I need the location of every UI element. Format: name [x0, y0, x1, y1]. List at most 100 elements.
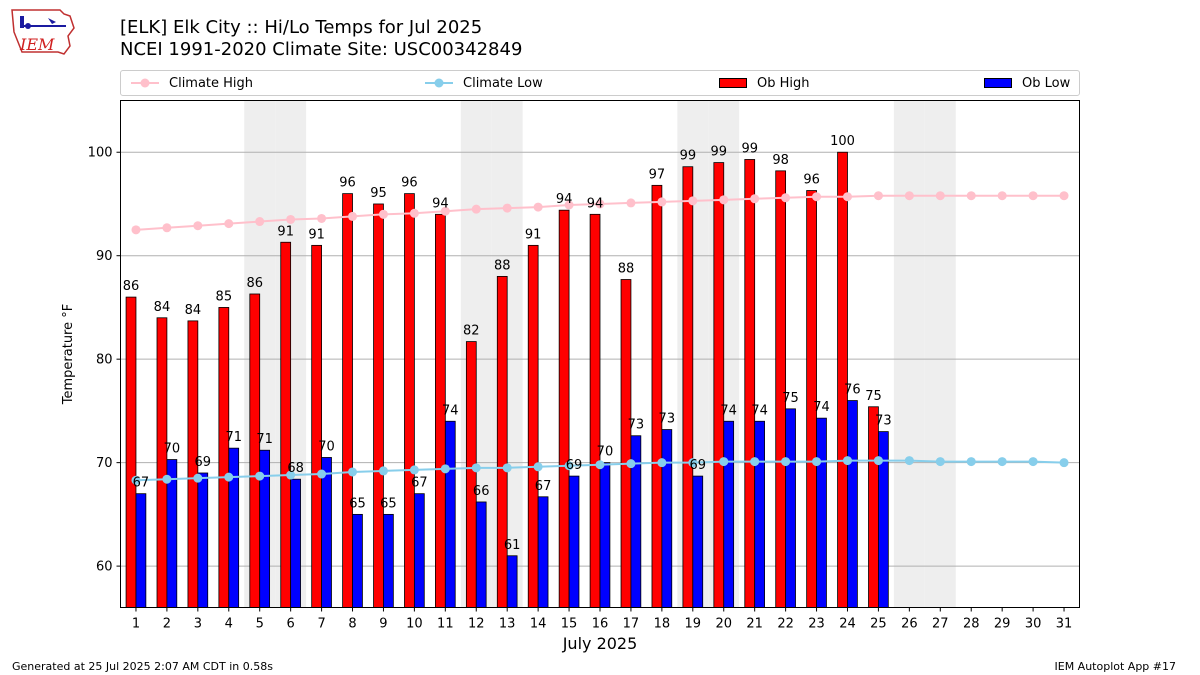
- x-tick-label: 24: [839, 617, 856, 632]
- climate-high-point: [750, 194, 760, 204]
- climate-low-point: [440, 464, 450, 474]
- ob-low-swatch-icon: [984, 78, 1012, 88]
- climate-low-point: [409, 465, 419, 475]
- ob-high-bar: [465, 341, 477, 608]
- ob-low-value-label: 66: [473, 484, 490, 499]
- ob-low-value-label: 73: [659, 412, 676, 427]
- climate-high-point: [1059, 191, 1069, 201]
- climate-high-point: [904, 191, 914, 201]
- x-tick-label: 11: [437, 617, 454, 632]
- ob-low-bar: [290, 478, 301, 608]
- weekend-shade: [924, 100, 956, 608]
- iem-logo: IEM: [11, 9, 75, 55]
- ob-low-bar: [599, 462, 611, 608]
- x-tick-label: 13: [499, 617, 516, 632]
- climate-low-point: [162, 474, 172, 484]
- climate-low-point: [348, 467, 358, 477]
- ob-low-value-label: 76: [844, 383, 861, 398]
- ob-low-bar: [661, 429, 673, 608]
- ob-low-value-label: 68: [287, 461, 304, 476]
- ob-low-bar: [413, 493, 425, 608]
- ob-high-value-label: 96: [339, 176, 356, 191]
- legend-ob-high: Ob High: [719, 71, 810, 95]
- chart-title-line2: NCEI 1991-2020 Climate Site: USC00342849: [120, 39, 523, 60]
- ob-high-bar: [527, 244, 539, 608]
- climate-high-point: [966, 191, 976, 201]
- ob-low-value-label: 70: [164, 442, 181, 457]
- climate-low-point: [657, 458, 667, 468]
- x-tick-label: 20: [715, 617, 732, 632]
- ob-low-bar: [506, 555, 518, 608]
- x-tick-label: 12: [468, 617, 485, 632]
- x-tick-label: 21: [746, 617, 763, 632]
- climate-high-point: [812, 192, 822, 202]
- climate-low-point: [750, 457, 760, 467]
- x-tick-label: 29: [994, 617, 1011, 632]
- legend-ob-high-label: Ob High: [757, 75, 810, 91]
- climate-low-point: [286, 470, 296, 480]
- ob-high-bar: [713, 162, 725, 608]
- chart-legend: Climate High Climate Low Ob High Ob Low: [120, 70, 1080, 96]
- ob-high-bar: [589, 213, 601, 608]
- ob-high-value-label: 96: [401, 176, 418, 191]
- ob-high-bar: [156, 317, 168, 608]
- climate-low-point: [317, 469, 327, 479]
- ob-high-value-label: 91: [277, 224, 294, 239]
- ob-high-value-label: 91: [308, 227, 325, 242]
- y-tick-label: 80: [96, 353, 113, 368]
- legend-climate-low: Climate Low: [425, 71, 543, 95]
- ob-high-value-label: 100: [830, 134, 855, 149]
- ob-high-bar: [280, 241, 292, 608]
- footer-generated-text: Generated at 25 Jul 2025 2:07 AM CDT in …: [12, 660, 273, 673]
- climate-low-point: [781, 457, 791, 467]
- ob-high-value-label: 94: [556, 192, 573, 207]
- y-tick-label: 100: [88, 146, 113, 161]
- ob-low-value-label: 69: [689, 458, 706, 473]
- climate-high-point: [719, 195, 729, 205]
- ob-high-bar: [125, 296, 137, 608]
- climate-high-point: [348, 211, 358, 221]
- ob-low-value-label: 61: [504, 538, 521, 553]
- ob-high-bar: [651, 184, 663, 608]
- ob-low-value-label: 71: [225, 430, 242, 445]
- legend-ob-low: Ob Low: [984, 71, 1070, 95]
- ob-high-value-label: 75: [865, 389, 882, 404]
- climate-low-point: [224, 472, 234, 482]
- climate-high-point: [471, 204, 481, 214]
- ob-low-bar: [785, 408, 796, 608]
- climate-low-point: [533, 462, 543, 472]
- ob-low-value-label: 74: [813, 400, 830, 415]
- climate-high-point: [317, 213, 327, 223]
- ob-high-value-label: 99: [711, 145, 728, 160]
- climate-low-line-icon: [425, 78, 453, 88]
- climate-high-point: [193, 221, 203, 231]
- x-tick-label: 4: [225, 617, 233, 632]
- climate-high-point: [533, 202, 543, 212]
- climate-high-point: [286, 214, 296, 224]
- ob-low-value-label: 67: [411, 476, 428, 491]
- climate-low-point: [873, 456, 883, 466]
- climate-high-point: [935, 191, 945, 201]
- ob-low-bar: [568, 475, 580, 608]
- ob-low-value-label: 73: [628, 418, 645, 433]
- ob-high-bar: [342, 193, 353, 608]
- x-tick-label: 5: [256, 617, 264, 632]
- x-tick-label: 2: [163, 617, 171, 632]
- climate-high-line-icon: [131, 78, 159, 88]
- x-tick-label: 17: [623, 617, 640, 632]
- ob-high-bar: [404, 193, 415, 608]
- ob-low-value-label: 67: [535, 479, 552, 494]
- ob-high-value-label: 98: [772, 153, 789, 168]
- climate-high-point: [378, 209, 388, 219]
- ob-low-bar: [816, 417, 827, 608]
- ob-high-value-label: 94: [432, 196, 449, 211]
- ob-high-value-label: 99: [680, 149, 697, 164]
- ob-high-bar: [806, 190, 817, 608]
- legend-climate-high: Climate High: [131, 71, 253, 95]
- weekend-shade: [893, 100, 925, 608]
- ob-low-bar: [383, 513, 394, 608]
- climate-low-point: [471, 463, 481, 473]
- ob-low-value-label: 74: [720, 403, 737, 418]
- ob-high-bar: [218, 307, 230, 608]
